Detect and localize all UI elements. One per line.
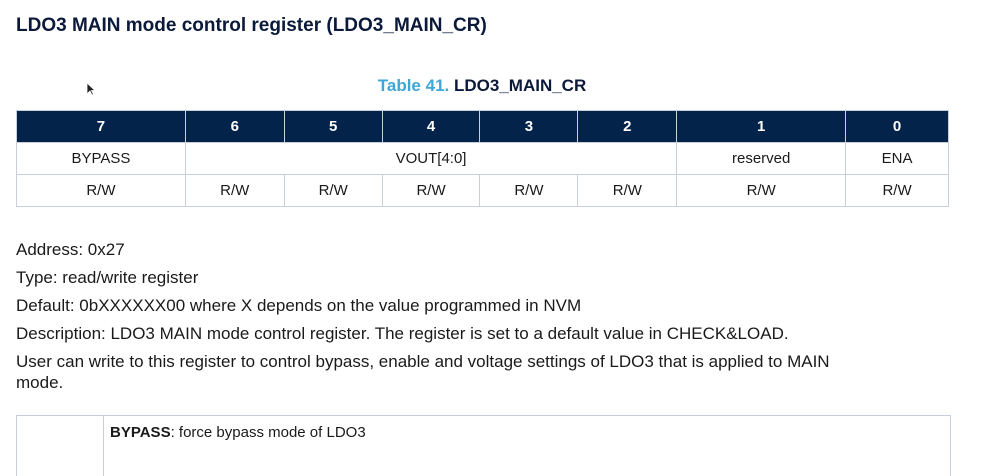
- table-title: LDO3_MAIN_CR: [453, 76, 587, 95]
- bit-number: 3: [479, 110, 579, 143]
- default-line: Default: 0bXXXXXX00 where X depends on t…: [16, 296, 582, 315]
- description-line: Description: LDO3 MAIN mode control regi…: [16, 324, 789, 343]
- bit-number: 4: [381, 110, 481, 143]
- mouse-cursor-icon: [86, 82, 96, 96]
- field-description: BYPASS: force bypass mode of LDO3: [110, 424, 366, 441]
- field-name: BYPASS: [16, 142, 186, 175]
- description-line: mode.: [16, 373, 64, 392]
- field-name: reserved: [676, 142, 847, 175]
- type-line: Type: read/write register: [16, 268, 199, 287]
- field-name: ENA: [845, 142, 949, 175]
- field-desc-text: : force bypass mode of LDO3: [170, 424, 366, 441]
- field-name: VOUT[4:0]: [184, 142, 678, 175]
- access-type: R/W: [283, 174, 383, 207]
- field-row: BYPASS VOUT[4:0] reserved ENA: [16, 142, 949, 175]
- bit-number: 7: [16, 110, 186, 143]
- table-caption: Table 41. LDO3_MAIN_CR: [0, 76, 964, 96]
- access-type: R/W: [381, 174, 481, 207]
- access-type: R/W: [676, 174, 847, 207]
- address-line: Address: 0x27: [16, 240, 125, 259]
- bit-number: 6: [184, 110, 285, 143]
- bit-header-row: 7 6 5 4 3 2 1 0: [16, 110, 949, 143]
- access-type: R/W: [184, 174, 285, 207]
- access-type: R/W: [845, 174, 949, 207]
- bit-number: 0: [845, 110, 949, 143]
- bit-number: 1: [676, 110, 847, 143]
- section-heading: LDO3 MAIN mode control register (LDO3_MA…: [16, 15, 487, 36]
- field-desc-name: BYPASS: [110, 424, 171, 441]
- access-type: R/W: [16, 174, 186, 207]
- access-row: R/W R/W R/W R/W R/W R/W R/W R/W: [16, 174, 949, 207]
- access-type: R/W: [479, 174, 579, 207]
- table-number: Table 41.: [377, 76, 450, 95]
- bit-number: 2: [577, 110, 678, 143]
- bit-column: [17, 416, 104, 476]
- register-table: 7 6 5 4 3 2 1 0 BYPASS VOUT[4:0] reserve…: [16, 110, 949, 207]
- access-type: R/W: [577, 174, 678, 207]
- description-line: User can write to this register to contr…: [16, 352, 830, 371]
- bit-number: 5: [283, 110, 383, 143]
- field-description-table: BYPASS: force bypass mode of LDO3: [16, 415, 951, 476]
